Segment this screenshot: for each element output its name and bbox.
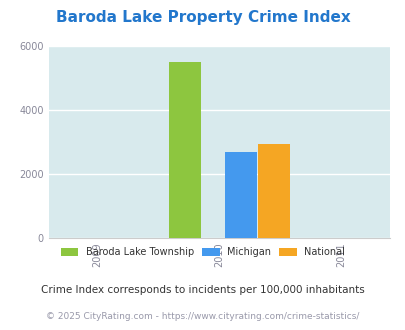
Legend: Baroda Lake Township, Michigan, National: Baroda Lake Township, Michigan, National — [61, 248, 344, 257]
Text: Crime Index corresponds to incidents per 100,000 inhabitants: Crime Index corresponds to incidents per… — [41, 285, 364, 295]
Text: © 2025 CityRating.com - https://www.cityrating.com/crime-statistics/: © 2025 CityRating.com - https://www.city… — [46, 312, 359, 321]
Bar — [225, 152, 256, 238]
Text: Baroda Lake Property Crime Index: Baroda Lake Property Crime Index — [55, 10, 350, 25]
Bar — [169, 62, 200, 238]
Bar — [258, 144, 289, 238]
